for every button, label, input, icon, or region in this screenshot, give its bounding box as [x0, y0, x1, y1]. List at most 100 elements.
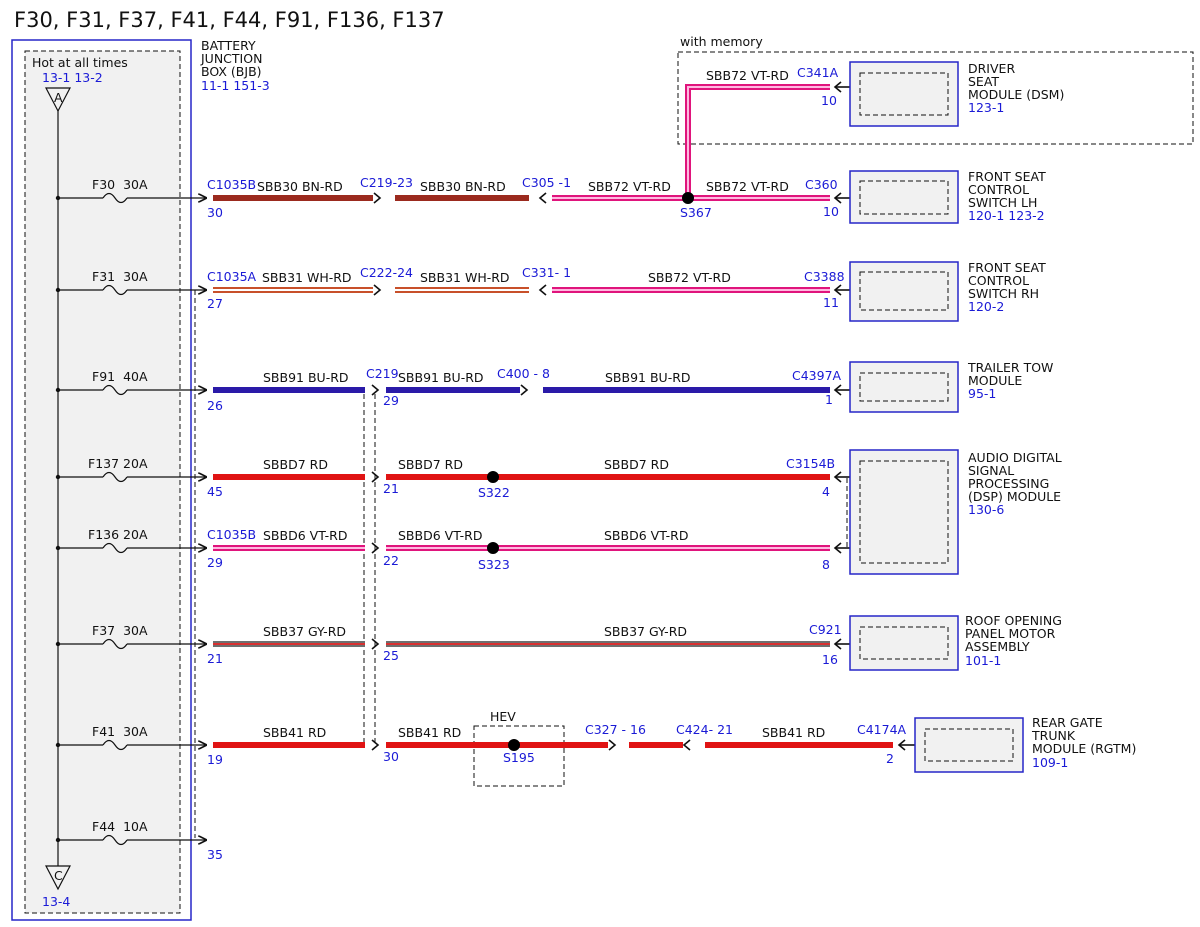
wire-sbb30-segment-1 — [213, 195, 373, 201]
module-ref-m4[interactable]: 95-1 — [968, 386, 996, 401]
module-ref-m3[interactable]: 120-2 — [968, 299, 1004, 314]
connector-a-letter: A — [54, 90, 63, 105]
wire-label: SBB37 GY-RD — [604, 624, 687, 639]
module-name-m6-line-2: PANEL MOTOR — [965, 626, 1056, 641]
splice-label: S323 — [478, 557, 510, 572]
module-ref-m6[interactable]: 101-1 — [965, 653, 1001, 668]
wire-label: SBBD7 RD — [398, 457, 463, 472]
wire-label: SBB41 RD — [398, 725, 461, 740]
connector-label: C1035B — [207, 177, 256, 192]
connector-label: C219 — [366, 366, 399, 381]
connector-label: C360 — [805, 177, 838, 192]
module-trailer-tow — [849, 361, 959, 413]
connector-label: C222-24 — [360, 265, 413, 280]
wire-sbb41-segment-4 — [705, 742, 893, 748]
module-name-m3-line-1: FRONT SEAT — [968, 260, 1046, 275]
pin-number: 30 — [383, 749, 399, 764]
connector-label: C424- 21 — [676, 722, 733, 737]
connector-label: C4397A — [792, 368, 842, 383]
wire-sbb41-segment-3 — [629, 742, 683, 748]
wire-sbb91-segment-1 — [213, 387, 365, 393]
fuse-label-f41: F41 30A — [92, 724, 148, 739]
pin-number: 1 — [825, 392, 833, 407]
hev-label: HEV — [490, 709, 516, 724]
connector-label: C341A — [797, 65, 839, 80]
pin-number: 21 — [207, 651, 223, 666]
connector-label: C1035A — [207, 269, 257, 284]
pin-number: 21 — [383, 481, 399, 496]
wire-label: SBBD6 VT-RD — [604, 528, 689, 543]
module-ref-m2[interactable]: 120-1 123-2 — [968, 208, 1045, 223]
wire-sbb91-segment-2 — [386, 387, 520, 393]
fuse-label-f91: F91 40A — [92, 369, 148, 384]
module-name-m5-line-4: (DSP) MODULE — [968, 489, 1061, 504]
fuse-row-f44 — [58, 834, 206, 846]
module-ref-m7[interactable]: 109-1 — [1032, 755, 1068, 770]
splice-s195-dot — [508, 739, 520, 751]
bjb-name-line-2: JUNCTION — [200, 51, 262, 66]
battery-junction-box: BATTERY JUNCTION BOX (BJB) 11-1 151-3 Ho… — [11, 38, 270, 921]
wire-label: SBB91 BU-RD — [605, 370, 691, 385]
wire-sbbd7-segment-1 — [213, 474, 365, 480]
fuse-label-f137: F137 20A — [88, 456, 148, 471]
wire-sbb41-segment-2 — [386, 742, 608, 748]
module-name-m1-line-3: MODULE (DSM) — [968, 87, 1064, 102]
module-name-m7-line-3: MODULE (RGTM) — [1032, 741, 1136, 756]
wire-sbb72-memory-branch — [685, 84, 830, 198]
module-driver-seat — [849, 61, 959, 127]
hot-refs[interactable]: 13-1 13-2 — [42, 70, 103, 85]
module-audio-dsp — [849, 449, 959, 575]
wire-label: SBBD7 RD — [263, 457, 328, 472]
module-ref-m5[interactable]: 130-6 — [968, 502, 1004, 517]
wire-label: SBBD7 RD — [604, 457, 669, 472]
bjb-name-line-3: BOX (BJB) — [201, 64, 262, 79]
module-roof-opening-panel — [849, 615, 959, 671]
pin-number: 30 — [207, 205, 223, 220]
pin-number: 26 — [207, 398, 223, 413]
with-memory-option-box — [677, 51, 1194, 145]
bjb-bottom-ref[interactable]: 13-4 — [42, 894, 70, 909]
wire-label: SBB41 RD — [263, 725, 326, 740]
wire-sbb91-segment-3 — [543, 387, 830, 393]
wire-sbb37-segment-2 — [386, 641, 830, 647]
pin-number: 35 — [207, 847, 223, 862]
module-name-m4-line-1: TRAILER TOW — [967, 360, 1053, 375]
module-name-m7-line-1: REAR GATE — [1032, 715, 1103, 730]
module-name-m4-line-2: MODULE — [968, 373, 1022, 388]
fuse-symbol-f137-icon — [102, 471, 128, 483]
connector-label: C1035B — [207, 527, 256, 542]
bjb-name-line-1: BATTERY — [201, 38, 256, 53]
fuse-label-f37: F37 30A — [92, 623, 148, 638]
hot-at-all-times-label: Hot at all times — [32, 55, 128, 70]
connector-c-letter: C — [54, 868, 63, 883]
pin-number: 27 — [207, 296, 223, 311]
wire-sbbd7-segment-2 — [386, 474, 830, 480]
splice-s322-dot — [487, 471, 499, 483]
wire-label: SBB31 WH-RD — [420, 270, 510, 285]
fuse-symbol-f44-icon — [102, 834, 128, 846]
connector-label: C3388 — [804, 269, 845, 284]
pin-number: 45 — [207, 484, 223, 499]
wire-sbb31-segment-2 — [395, 287, 529, 293]
wire-label: SBB91 BU-RD — [263, 370, 349, 385]
with-memory-label: with memory — [680, 34, 763, 49]
module-name-m1-line-1: DRIVER — [968, 61, 1015, 76]
connector-label: C331- 1 — [522, 265, 571, 280]
pin-number: 19 — [207, 752, 223, 767]
pin-number: 25 — [383, 648, 399, 663]
connector-label: C219-23 — [360, 175, 413, 190]
bjb-refs[interactable]: 11-1 151-3 — [201, 78, 270, 93]
fuse-symbol-f41-icon — [102, 739, 128, 751]
pin-number: 11 — [823, 295, 839, 310]
connector-c-triangle — [45, 865, 71, 891]
connector-label: C4174A — [857, 722, 907, 737]
splice-s367-dot — [682, 192, 694, 204]
wire-sbb30-segment-2 — [395, 195, 529, 201]
wire-label: SBB72 VT-RD — [648, 270, 731, 285]
fuse-label-f30: F30 30A — [92, 177, 148, 192]
fuse-label-f136: F136 20A — [88, 527, 148, 542]
module-ref-m1[interactable]: 123-1 — [968, 100, 1004, 115]
module-front-seat-switch-lh — [849, 170, 959, 224]
fuse-symbol-f37-icon — [102, 638, 128, 650]
